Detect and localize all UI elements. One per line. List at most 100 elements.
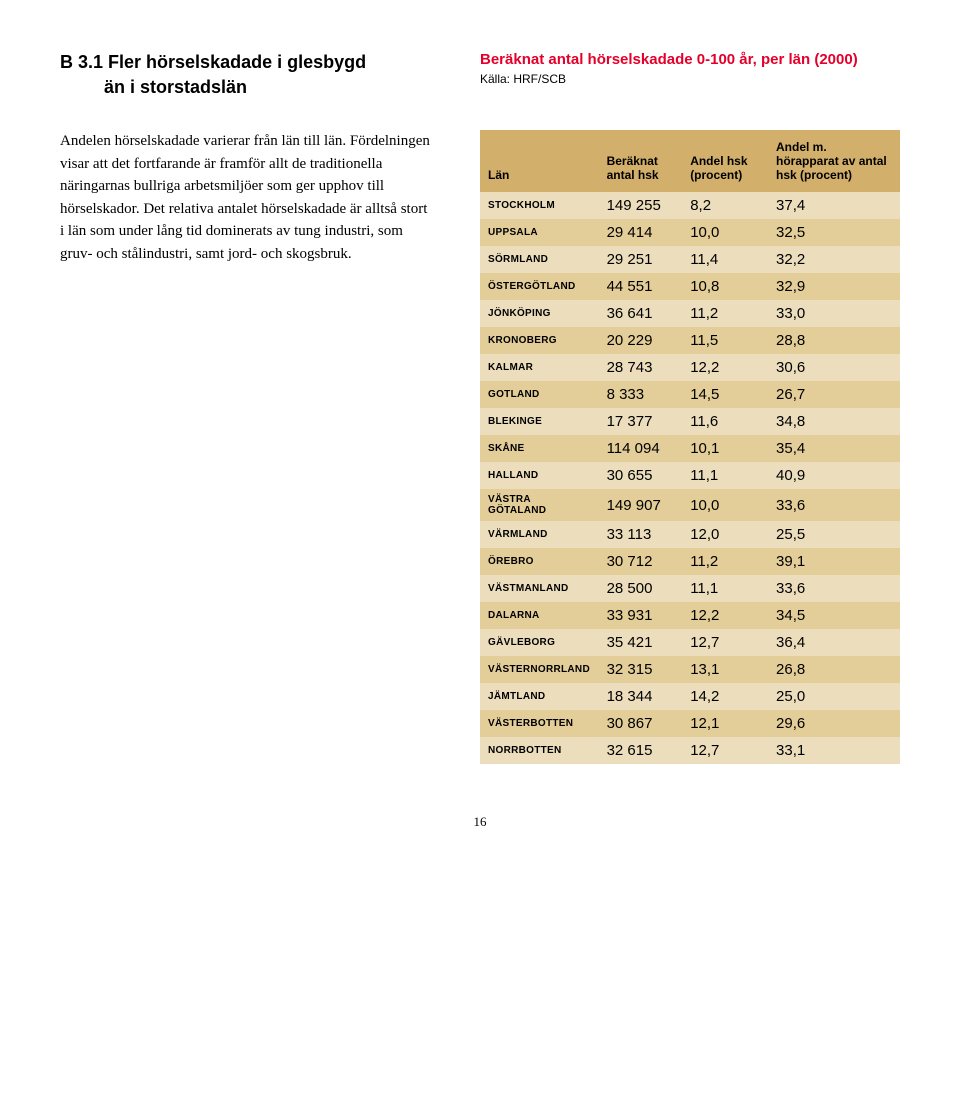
cell-antal: 33 931 xyxy=(599,602,683,629)
col-header-horapparat: Andel m. hörapparat av antal hsk (procen… xyxy=(768,130,900,192)
cell-antal: 30 712 xyxy=(599,548,683,575)
cell-horapparat: 40,9 xyxy=(768,462,900,489)
cell-horapparat: 28,8 xyxy=(768,327,900,354)
table-row: SKÅNE114 09410,135,4 xyxy=(480,435,900,462)
cell-antal: 28 500 xyxy=(599,575,683,602)
cell-antal: 29 414 xyxy=(599,219,683,246)
cell-antal: 44 551 xyxy=(599,273,683,300)
body-paragraph: Andelen hörselskadade varierar från län … xyxy=(60,130,430,764)
table-row: VÄSTRA GÖTALAND149 90710,033,6 xyxy=(480,489,900,521)
cell-horapparat: 25,5 xyxy=(768,521,900,548)
table-row: BLEKINGE17 37711,634,8 xyxy=(480,408,900,435)
cell-antal: 149 255 xyxy=(599,192,683,219)
cell-lan: ÖREBRO xyxy=(480,548,599,575)
cell-lan: SÖRMLAND xyxy=(480,246,599,273)
table-row: ÖREBRO30 71211,239,1 xyxy=(480,548,900,575)
cell-antal: 8 333 xyxy=(599,381,683,408)
cell-horapparat: 26,7 xyxy=(768,381,900,408)
cell-horapparat: 37,4 xyxy=(768,192,900,219)
cell-andel: 11,1 xyxy=(682,462,768,489)
section-heading: B 3.1 Fler hörselskadade i glesbygd än i… xyxy=(60,50,430,100)
cell-lan: GOTLAND xyxy=(480,381,599,408)
cell-lan: BLEKINGE xyxy=(480,408,599,435)
table-row: GOTLAND8 33314,526,7 xyxy=(480,381,900,408)
table-row: VÄSTERNORRLAND32 31513,126,8 xyxy=(480,656,900,683)
heading-line1: B 3.1 Fler hörselskadade i glesbygd xyxy=(60,52,366,72)
cell-lan: STOCKHOLM xyxy=(480,192,599,219)
cell-antal: 114 094 xyxy=(599,435,683,462)
col-header-andel: Andel hsk (procent) xyxy=(682,130,768,192)
table-row: JÖNKÖPING36 64111,233,0 xyxy=(480,300,900,327)
cell-lan: VÄSTERNORRLAND xyxy=(480,656,599,683)
cell-andel: 11,5 xyxy=(682,327,768,354)
table-row: JÄMTLAND18 34414,225,0 xyxy=(480,683,900,710)
cell-horapparat: 29,6 xyxy=(768,710,900,737)
table-row: DALARNA33 93112,234,5 xyxy=(480,602,900,629)
cell-antal: 20 229 xyxy=(599,327,683,354)
cell-andel: 14,2 xyxy=(682,683,768,710)
cell-horapparat: 32,5 xyxy=(768,219,900,246)
cell-horapparat: 33,0 xyxy=(768,300,900,327)
data-table: Län Beräknat antal hsk Andel hsk (procen… xyxy=(480,130,900,764)
cell-lan: GÄVLEBORG xyxy=(480,629,599,656)
cell-andel: 12,2 xyxy=(682,602,768,629)
cell-lan: VÄSTMANLAND xyxy=(480,575,599,602)
cell-andel: 12,1 xyxy=(682,710,768,737)
cell-lan: NORRBOTTEN xyxy=(480,737,599,764)
chart-source: Källa: HRF/SCB xyxy=(480,72,900,86)
cell-antal: 35 421 xyxy=(599,629,683,656)
col-header-antal: Beräknat antal hsk xyxy=(599,130,683,192)
cell-lan: DALARNA xyxy=(480,602,599,629)
table-row: KALMAR28 74312,230,6 xyxy=(480,354,900,381)
table-row: HALLAND30 65511,140,9 xyxy=(480,462,900,489)
table-row: VÄSTMANLAND28 50011,133,6 xyxy=(480,575,900,602)
cell-lan: VÄSTRA GÖTALAND xyxy=(480,489,599,521)
cell-andel: 13,1 xyxy=(682,656,768,683)
cell-andel: 11,6 xyxy=(682,408,768,435)
table-row: VÄSTERBOTTEN30 86712,129,6 xyxy=(480,710,900,737)
cell-lan: VÄSTERBOTTEN xyxy=(480,710,599,737)
table-row: ÖSTERGÖTLAND44 55110,832,9 xyxy=(480,273,900,300)
cell-horapparat: 26,8 xyxy=(768,656,900,683)
table-row: NORRBOTTEN32 61512,733,1 xyxy=(480,737,900,764)
cell-horapparat: 33,1 xyxy=(768,737,900,764)
cell-horapparat: 30,6 xyxy=(768,354,900,381)
cell-andel: 10,8 xyxy=(682,273,768,300)
cell-lan: HALLAND xyxy=(480,462,599,489)
cell-andel: 10,1 xyxy=(682,435,768,462)
cell-lan: VÄRMLAND xyxy=(480,521,599,548)
cell-horapparat: 32,9 xyxy=(768,273,900,300)
cell-andel: 12,2 xyxy=(682,354,768,381)
cell-andel: 12,7 xyxy=(682,629,768,656)
cell-horapparat: 33,6 xyxy=(768,575,900,602)
cell-andel: 11,4 xyxy=(682,246,768,273)
cell-antal: 33 113 xyxy=(599,521,683,548)
col-header-lan: Län xyxy=(480,130,599,192)
page-number: 16 xyxy=(60,814,900,830)
cell-lan: SKÅNE xyxy=(480,435,599,462)
cell-antal: 18 344 xyxy=(599,683,683,710)
cell-horapparat: 39,1 xyxy=(768,548,900,575)
cell-antal: 149 907 xyxy=(599,489,683,521)
cell-antal: 29 251 xyxy=(599,246,683,273)
heading-line2: än i storstadslän xyxy=(60,75,430,100)
cell-lan: UPPSALA xyxy=(480,219,599,246)
cell-lan: KRONOBERG xyxy=(480,327,599,354)
cell-lan: JÄMTLAND xyxy=(480,683,599,710)
cell-horapparat: 33,6 xyxy=(768,489,900,521)
cell-horapparat: 25,0 xyxy=(768,683,900,710)
table-row: KRONOBERG20 22911,528,8 xyxy=(480,327,900,354)
cell-andel: 14,5 xyxy=(682,381,768,408)
table-row: GÄVLEBORG35 42112,736,4 xyxy=(480,629,900,656)
cell-antal: 28 743 xyxy=(599,354,683,381)
cell-antal: 17 377 xyxy=(599,408,683,435)
cell-horapparat: 36,4 xyxy=(768,629,900,656)
table-row: STOCKHOLM149 2558,237,4 xyxy=(480,192,900,219)
cell-lan: KALMAR xyxy=(480,354,599,381)
cell-horapparat: 35,4 xyxy=(768,435,900,462)
cell-horapparat: 32,2 xyxy=(768,246,900,273)
cell-andel: 10,0 xyxy=(682,219,768,246)
cell-horapparat: 34,5 xyxy=(768,602,900,629)
cell-andel: 11,1 xyxy=(682,575,768,602)
table-row: VÄRMLAND33 11312,025,5 xyxy=(480,521,900,548)
